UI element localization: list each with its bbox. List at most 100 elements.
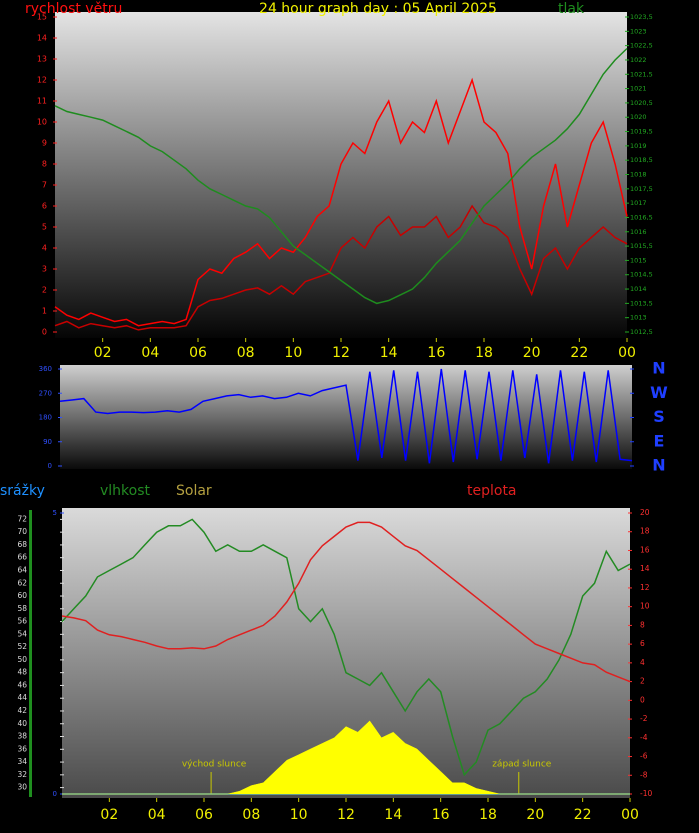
y2-tick-label: 1013,5 xyxy=(630,299,653,307)
y2-tick-label: -6 xyxy=(640,752,648,761)
y2-tick-label: 1017,5 xyxy=(630,185,653,193)
y2-tick-label: 1018 xyxy=(630,171,647,179)
series-line xyxy=(54,204,628,331)
series-line xyxy=(61,518,631,777)
y2-tick-label: 1012,5 xyxy=(630,328,653,336)
y2-tick-label: 1021 xyxy=(630,85,647,93)
y-tick-label: 0 xyxy=(48,462,52,470)
precip-axis-bar xyxy=(29,510,32,797)
x-tick-label: 06 xyxy=(189,345,207,361)
y-tick-label: 46 xyxy=(17,680,27,689)
y2-tick-label: 1019 xyxy=(630,142,647,150)
y2-tick-label: 0 xyxy=(640,695,645,704)
annotation: západ slunce xyxy=(492,760,552,770)
y2-tick-label: 12 xyxy=(640,583,650,592)
y-tick-label: 66 xyxy=(17,553,27,562)
x-tick-label: 02 xyxy=(94,345,112,361)
y-tick-label: 34 xyxy=(17,757,27,766)
plot-background xyxy=(60,365,632,469)
y-tick-label: 32 xyxy=(17,770,27,779)
y2-tick-label: 1022,5 xyxy=(630,42,653,50)
legend-entry: srážky xyxy=(0,483,45,499)
x-tick-label: 10 xyxy=(290,807,308,823)
series-line xyxy=(61,521,631,683)
x-tick-label: 06 xyxy=(195,807,213,823)
y2-tick-label: 2 xyxy=(640,677,645,686)
y2-tick-label: 1020 xyxy=(630,113,647,121)
y2-tick-label: 6 xyxy=(640,639,645,648)
y-tick-label: 68 xyxy=(17,540,27,549)
x-tick-label: 22 xyxy=(570,345,588,361)
y-tick-label: 5 xyxy=(42,223,47,232)
y2-tick-label: 1014 xyxy=(630,285,647,293)
y-tick-label: 56 xyxy=(17,617,27,626)
x-tick-label: 00 xyxy=(621,807,639,823)
y-tick-label: 42 xyxy=(17,706,27,715)
x-tick-label: 14 xyxy=(384,807,402,823)
y-tick-label: 50 xyxy=(17,655,27,664)
y2-tick-label: 1023 xyxy=(630,27,647,35)
y2-tick-label: S xyxy=(653,407,665,426)
series-line xyxy=(54,47,628,305)
y-tick-label: 360 xyxy=(39,365,52,373)
x-tick-label: 18 xyxy=(479,807,497,823)
y2-tick-label: 1023,5 xyxy=(630,13,653,21)
x-tick-label: 14 xyxy=(380,345,398,361)
y2-tick-label: -2 xyxy=(640,714,648,723)
legend-entry: Solar xyxy=(176,483,212,499)
chart-title: 24 hour graph day : 05 April 2025 xyxy=(259,1,497,17)
x-tick-label: 00 xyxy=(618,345,636,361)
x-tick-label: 12 xyxy=(332,345,350,361)
y-tick-label: 10 xyxy=(37,118,47,127)
x-tick-label: 10 xyxy=(284,345,302,361)
series-line xyxy=(59,368,633,464)
y2-tick-label: 1017 xyxy=(630,199,647,207)
x-tick-label: 08 xyxy=(237,345,255,361)
series-line xyxy=(54,77,628,327)
y-tick-label: 15 xyxy=(37,13,47,22)
y-tick-label: 3 xyxy=(42,265,47,274)
x-tick-label: 16 xyxy=(427,345,445,361)
y-tick-label: 9 xyxy=(42,139,47,148)
y-tick-label: 48 xyxy=(17,668,27,677)
x-tick-label: 02 xyxy=(100,807,118,823)
y-tick-label: 60 xyxy=(17,591,27,600)
y-tick-label: 12 xyxy=(37,76,47,85)
y2-tick-label: 1019,5 xyxy=(630,128,653,136)
series-area xyxy=(62,720,630,795)
y2-tick-label: 8 xyxy=(640,620,645,629)
y2-tick-label: 4 xyxy=(640,658,645,667)
y3-tick-label: 5 xyxy=(53,509,57,517)
y-tick-label: 0 xyxy=(42,328,47,337)
x-tick-label: 12 xyxy=(337,807,355,823)
y2-tick-label: 1015 xyxy=(630,256,647,264)
plot-background xyxy=(55,12,627,338)
y2-tick-label: W xyxy=(650,383,668,402)
y2-tick-label: -4 xyxy=(640,733,648,742)
y-tick-label: 40 xyxy=(17,719,27,728)
y-tick-label: 13 xyxy=(37,55,47,64)
y2-tick-label: 1016 xyxy=(630,228,647,236)
x-tick-label: 04 xyxy=(148,807,166,823)
y-tick-label: 11 xyxy=(37,97,47,106)
y-tick-label: 70 xyxy=(17,527,27,536)
y-tick-label: 64 xyxy=(17,565,27,574)
y3-tick-label: 0 xyxy=(53,790,57,798)
y-tick-label: 58 xyxy=(17,604,27,613)
y-tick-label: 54 xyxy=(17,629,27,638)
y2-tick-label: 18 xyxy=(640,527,650,536)
y2-tick-label: 1015,5 xyxy=(630,242,653,250)
y2-axis-label: tlak xyxy=(558,1,585,17)
y-tick-label: 8 xyxy=(42,160,47,169)
y-tick-label: 62 xyxy=(17,578,27,587)
x-tick-label: 04 xyxy=(141,345,159,361)
y2-tick-label: 1014,5 xyxy=(630,271,653,279)
y2-tick-label: -8 xyxy=(640,770,648,779)
y2-tick-label: N xyxy=(652,456,665,475)
y-tick-label: 180 xyxy=(39,414,52,422)
y2-tick-label: 1016,5 xyxy=(630,213,653,221)
y2-tick-label: 1022 xyxy=(630,56,647,64)
y2-tick-label: 1021,5 xyxy=(630,70,653,78)
y2-tick-label: 1013 xyxy=(630,314,647,322)
